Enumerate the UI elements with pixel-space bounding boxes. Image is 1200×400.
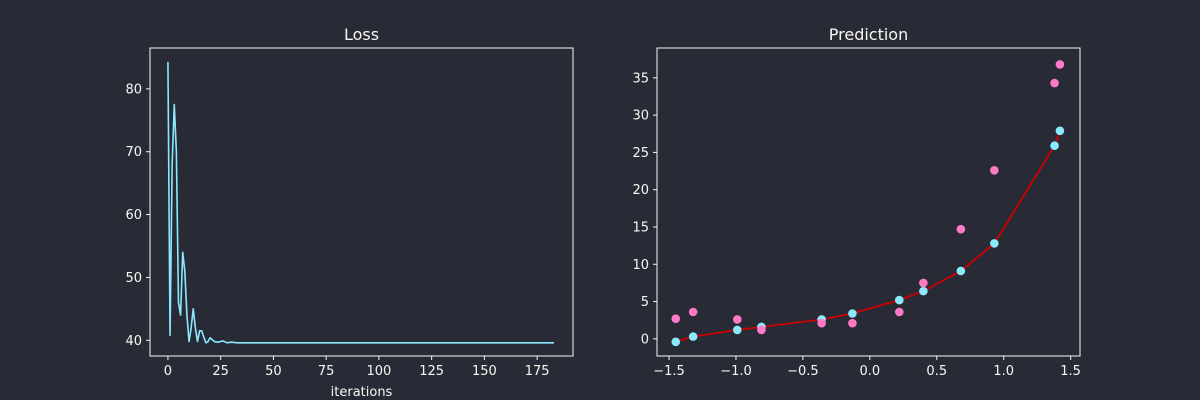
observed-point xyxy=(894,307,904,317)
loss-plot-area xyxy=(167,61,555,344)
x-tick-label: 125 xyxy=(419,364,444,379)
x-tick-label: 50 xyxy=(265,364,282,379)
observed-point xyxy=(817,318,826,328)
x-tick-label: −1.0 xyxy=(720,364,752,379)
observed-point xyxy=(990,166,999,175)
predicted-point xyxy=(1055,126,1065,136)
observed-point xyxy=(956,224,966,234)
y-tick-label: 40 xyxy=(125,334,142,349)
y-tick-label: 10 xyxy=(632,258,649,273)
x-tick-label: 1.0 xyxy=(993,364,1014,379)
observed-point xyxy=(919,278,928,288)
y-tick-label: 30 xyxy=(632,109,649,124)
y-tick-label: 50 xyxy=(125,271,142,286)
predicted-point xyxy=(894,295,904,305)
x-tick-label: 0 xyxy=(164,364,172,379)
y-tick-label: 60 xyxy=(125,208,142,223)
loss-y-ticks: 40 50 60 70 80 xyxy=(125,82,150,349)
predicted-point xyxy=(919,286,928,296)
predicted-point xyxy=(848,309,857,318)
observed-point xyxy=(1055,60,1065,69)
observed-point xyxy=(1050,78,1059,88)
observed-point xyxy=(848,318,857,328)
loss-title: Loss xyxy=(344,25,379,44)
observed-point xyxy=(671,314,681,324)
y-tick-label: 0 xyxy=(641,332,649,347)
x-tick-label: 75 xyxy=(318,364,335,379)
predicted-point xyxy=(733,325,742,335)
predicted-point xyxy=(1050,141,1059,150)
y-tick-label: 80 xyxy=(125,82,142,97)
x-tick-label: 0.5 xyxy=(926,364,947,379)
x-tick-label: 0.0 xyxy=(859,364,880,379)
x-tick-label: −0.5 xyxy=(787,364,819,379)
prediction-title: Prediction xyxy=(829,25,908,44)
x-tick-label: −1.5 xyxy=(653,364,685,379)
y-tick-label: 25 xyxy=(632,146,649,161)
y-tick-label: 35 xyxy=(632,71,649,86)
x-tick-label: 25 xyxy=(212,364,229,379)
y-tick-label: 15 xyxy=(632,220,649,235)
prediction-panel: Prediction −1.5 −1.0 −0.5 0.0 0.5 1.0 1.5 0 5 10… xyxy=(632,25,1081,379)
x-tick-label: 150 xyxy=(472,364,497,379)
loss-series-line xyxy=(167,61,555,344)
y-tick-label: 20 xyxy=(632,183,649,198)
predicted-point xyxy=(671,337,681,347)
prediction-axes-frame xyxy=(656,47,1081,357)
predicted-point xyxy=(956,266,966,276)
prediction-x-ticks: −1.5 −1.0 −0.5 0.0 0.5 1.0 1.5 xyxy=(653,356,1081,379)
prediction-fit-line xyxy=(675,130,1061,343)
observed-point xyxy=(733,315,742,324)
loss-x-axis-label: iterations xyxy=(331,385,393,400)
loss-panel: Loss 0 25 50 75 100 125 150 175 40 50 60 70 80 iter… xyxy=(125,25,574,400)
x-tick-label: 1.5 xyxy=(1060,364,1081,379)
predicted-point xyxy=(990,239,999,248)
observed-point xyxy=(757,325,766,335)
y-tick-label: 5 xyxy=(641,295,649,310)
loss-x-ticks: 0 25 50 75 100 125 150 175 xyxy=(164,356,550,379)
observed-point xyxy=(688,307,698,317)
x-tick-label: 175 xyxy=(525,364,550,379)
prediction-plot-area xyxy=(671,60,1065,347)
y-tick-label: 70 xyxy=(125,145,142,160)
loss-axes-frame xyxy=(149,47,574,357)
x-tick-label: 100 xyxy=(366,364,391,379)
prediction-y-ticks: 0 5 10 15 20 25 30 35 xyxy=(632,71,657,347)
predicted-point xyxy=(688,332,698,341)
